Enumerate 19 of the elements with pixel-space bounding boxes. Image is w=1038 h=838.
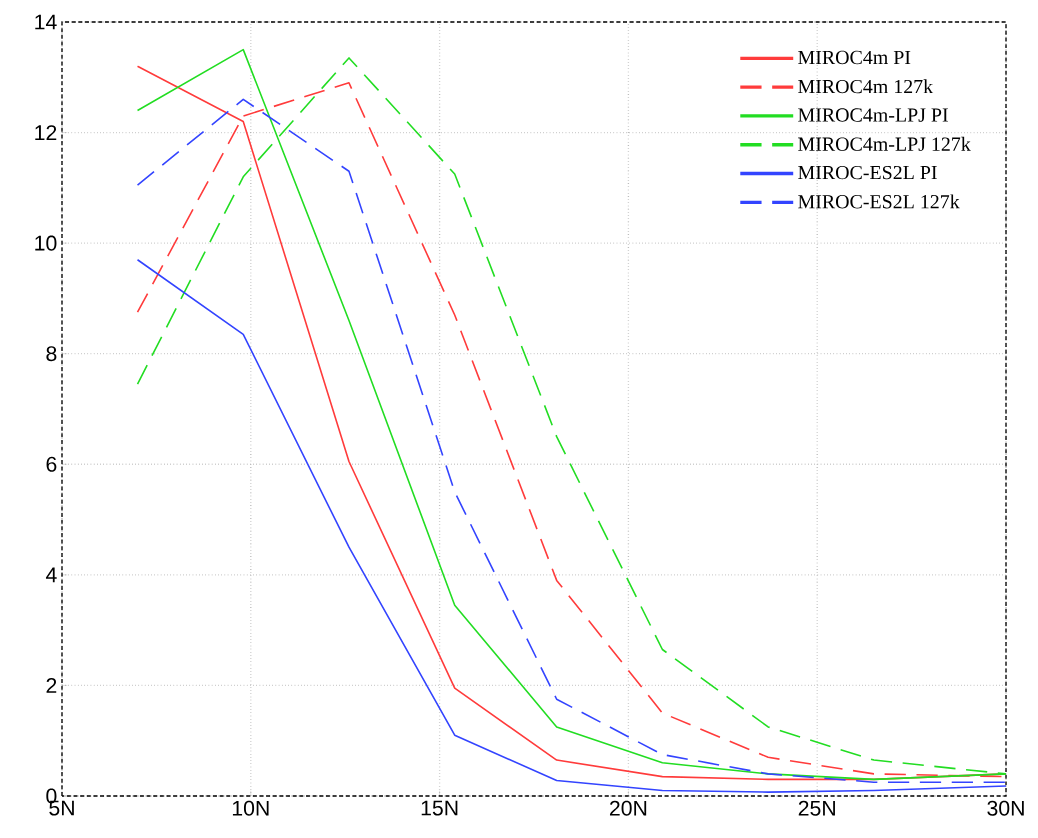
x-tick-label: 25N — [798, 800, 835, 816]
y-tick-label: 12 — [35, 125, 57, 140]
y-tick-label: 4 — [45, 567, 57, 583]
legend-label: MIROC4m-LPJ 127k — [798, 136, 971, 151]
y-tick-label: 14 — [35, 14, 57, 30]
x-tick-label: 10N — [232, 800, 269, 816]
legend-label: MIROC-ES2L 127k — [798, 194, 960, 209]
x-tick-label: 30N — [987, 800, 1024, 816]
x-tick-label: 15N — [421, 800, 458, 816]
legend-label: MIROC4m 127k — [798, 79, 934, 94]
legend-label: MIROC4m PI — [798, 50, 911, 65]
y-tick-label: 8 — [46, 346, 57, 362]
y-tick-label: 2 — [46, 678, 57, 693]
y-tick-label: 6 — [46, 456, 57, 472]
line-series — [136, 258, 1007, 793]
legend-label: MIROC4m-LPJ PI — [798, 108, 948, 122]
x-tick-label: 20N — [609, 800, 647, 816]
y-tick-label: 10 — [35, 235, 57, 251]
legend-label: MIROC-ES2L PI — [798, 165, 937, 180]
